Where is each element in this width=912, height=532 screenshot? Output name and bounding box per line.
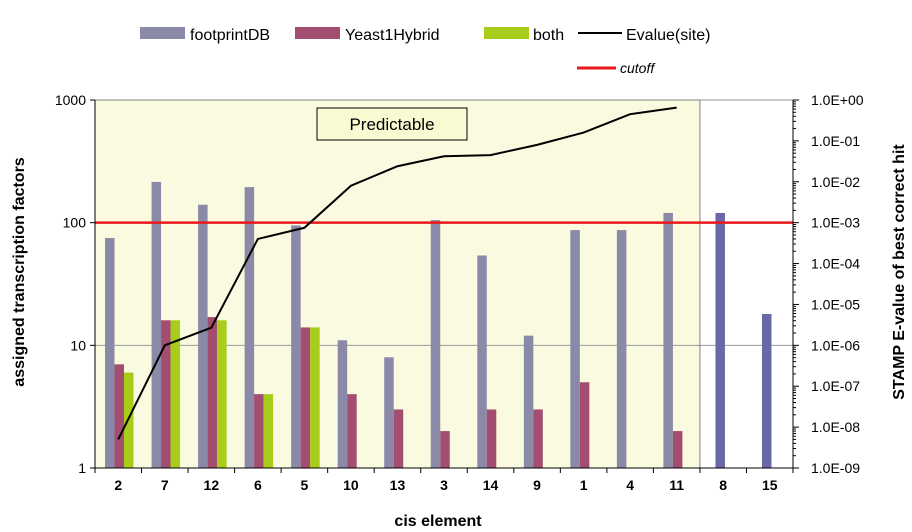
legend-label-evalue: Evalue(site): [626, 27, 710, 44]
right-tick-label: 1.0E-01: [811, 133, 860, 149]
legend-swatch-footprintdb: [140, 27, 185, 39]
bar-yeast1hybrid-11: [672, 431, 683, 468]
x-tick-label-2: 2: [114, 477, 122, 493]
left-tick-label: 1: [78, 460, 86, 476]
x-tick-label-4: 4: [626, 477, 634, 493]
right-tick-label: 1.0E-05: [811, 296, 860, 312]
bar-footprintdb-5: [291, 225, 301, 468]
x-axis-ticks: 2 7 12 6 5 10 13 3 14 9 1 4 11 8 15: [94, 468, 794, 493]
x-tick-label-3: 3: [440, 477, 448, 493]
bar-footprintdb-1: [570, 230, 580, 468]
bar-both-7: [170, 320, 181, 468]
bar-yeast1hybrid-3: [440, 431, 450, 468]
legend-label-yeast1hybrid: Yeast1Hybrid: [345, 27, 440, 44]
bar-yeast1hybrid-7: [161, 320, 171, 468]
right-tick-label: 1.0E-02: [811, 174, 860, 190]
bar-yeast1hybrid-10: [347, 394, 357, 468]
right-tick-label: 1.0E-07: [811, 378, 860, 394]
x-tick-label-5: 5: [301, 477, 309, 493]
left-axis-ticks: 1 10 100 1000: [55, 92, 95, 476]
x-tick-label-9: 9: [533, 477, 541, 493]
bar-yeast1hybrid-9: [533, 409, 543, 468]
annotation-box: [316, 107, 468, 141]
left-tick-label: 10: [70, 337, 86, 353]
legend-swatch-both: [484, 27, 529, 39]
bar-yeast1hybrid-2: [114, 364, 125, 468]
bar-yeast1hybrid-13: [393, 409, 404, 468]
bar-both-6: [263, 394, 274, 468]
annotation-text: Predictable: [349, 115, 434, 134]
right-tick-label: 1.0E-04: [811, 256, 860, 272]
bar-footprintdb-3: [430, 220, 441, 468]
bar-footprintdb-9: [523, 335, 534, 468]
bar-both-12: [217, 320, 227, 468]
right-tick-label: 1.0E-08: [811, 419, 860, 435]
left-tick-label: 1000: [55, 92, 86, 108]
predictable-region: [95, 100, 700, 468]
right-axis-title: STAMP E-value of best correct hit: [891, 144, 908, 400]
bar-yeast1hybrid-14: [486, 409, 497, 468]
left-tick-label: 100: [63, 215, 87, 231]
right-axis-ticks: 1.0E-09 1.0E-08 1.0E-07 1.0E-06 1.0E-05 1.0E-…: [793, 92, 864, 476]
bar-footprintdb-4: [616, 230, 627, 468]
bar-footprintdb-11: [663, 212, 673, 468]
right-tick-label: 1.0E-09: [811, 460, 860, 476]
bar-yeast1hybrid-5: [300, 327, 311, 468]
bar-yeast1hybrid-1: [579, 382, 590, 468]
bar-footprintdb-6: [244, 187, 255, 468]
left-axis-title: assigned transcription factors: [11, 157, 28, 386]
x-tick-label-14: 14: [483, 477, 499, 493]
x-tick-label-10: 10: [343, 477, 359, 493]
legend-label-footprintdb: footprintDB: [190, 27, 270, 44]
right-tick-label: 1.0E-03: [811, 215, 860, 231]
bar-yeast1hybrid-6: [254, 394, 264, 468]
legend: footprintDB Yeast1Hybrid both Evalue(sit…: [140, 27, 710, 76]
bar-both-5: [310, 327, 320, 468]
bars: [105, 181, 772, 468]
x-tick-label-7: 7: [161, 477, 169, 493]
bar-footprintdb-8: [715, 212, 725, 468]
bar-footprintdb-14: [477, 255, 487, 468]
axes: [94, 100, 794, 469]
bar-footprintdb-10: [337, 340, 348, 468]
bar-footprintdb-2: [105, 237, 115, 468]
x-axis-title: cis element: [394, 513, 482, 530]
bar-footprintdb-12: [198, 204, 208, 468]
right-tick-label: 1.0E-06: [811, 337, 860, 353]
bar-yeast1hybrid-12: [207, 317, 218, 468]
x-tick-label-1: 1: [580, 477, 588, 493]
bar-footprintdb-13: [384, 357, 394, 468]
x-tick-label-13: 13: [390, 477, 406, 493]
evalue-line-group: [117, 106, 677, 440]
x-tick-label-15: 15: [762, 477, 778, 493]
x-tick-label-6: 6: [254, 477, 262, 493]
x-tick-label-12: 12: [204, 477, 220, 493]
right-tick-label: 1.0E+00: [811, 92, 864, 108]
bar-footprintdb-15: [761, 314, 772, 468]
legend-label-cutoff: cutoff: [620, 60, 656, 76]
legend-swatch-yeast1hybrid: [295, 27, 340, 39]
x-tick-label-8: 8: [719, 477, 727, 493]
x-tick-label-11: 11: [669, 477, 684, 493]
bar-footprintdb-7: [151, 181, 162, 468]
legend-label-both: both: [533, 27, 564, 44]
